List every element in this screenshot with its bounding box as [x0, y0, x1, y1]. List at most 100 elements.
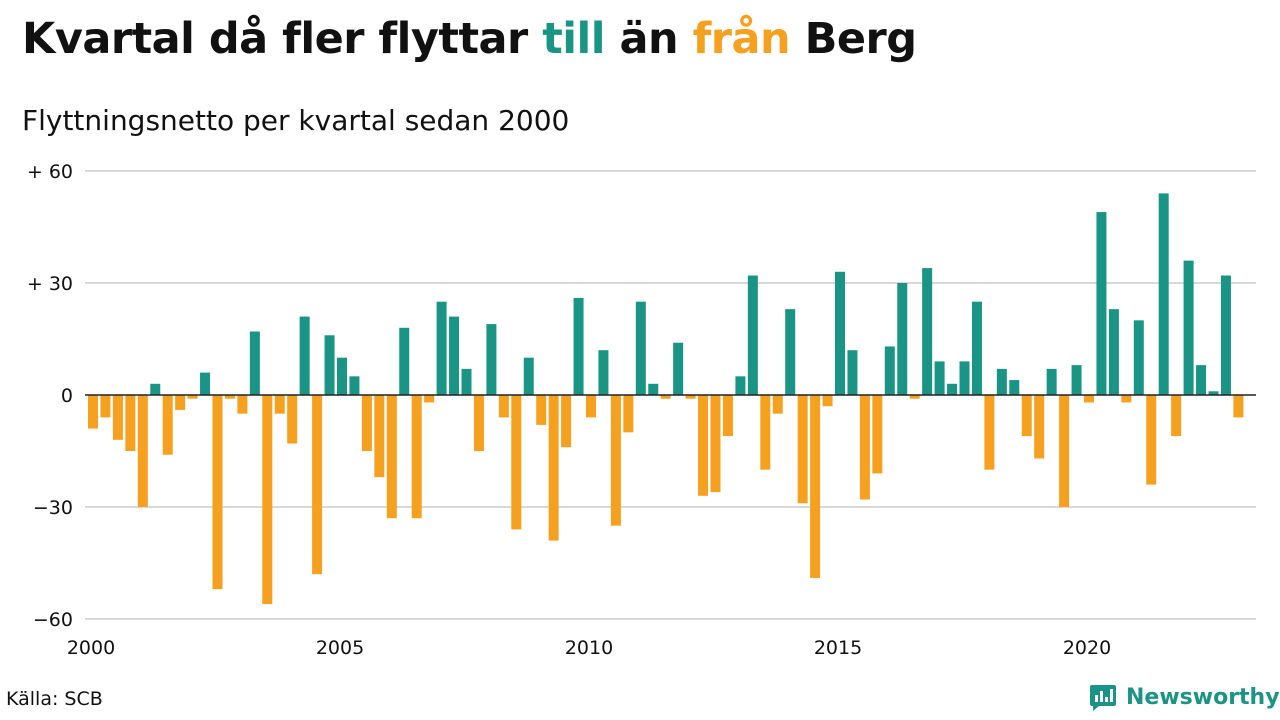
bar-2020-K4 — [1121, 395, 1132, 403]
bar-2001-K2 — [150, 383, 161, 395]
bar-2015-K4 — [872, 395, 883, 474]
bar-2011-K1 — [635, 301, 646, 395]
bar-2019-K4 — [1071, 365, 1082, 395]
bar-2004-K1 — [287, 395, 298, 444]
bar-2011-K4 — [673, 342, 684, 395]
bar-2005-K4 — [374, 395, 385, 478]
bar-2022-K2 — [1196, 365, 1207, 395]
newsworthy-logo-icon — [1090, 685, 1116, 711]
bar-2013-K1 — [735, 376, 746, 395]
bar-2012-K1 — [685, 395, 696, 399]
bar-2009-K3 — [561, 395, 572, 448]
bar-2021-K4 — [1171, 395, 1182, 437]
bar-2017-K4 — [971, 301, 982, 395]
bar-2011-K3 — [660, 395, 671, 399]
bar-2013-K2 — [747, 275, 758, 395]
bar-2003-K2 — [249, 331, 260, 395]
bar-2006-K1 — [386, 395, 397, 519]
bar-2010-K1 — [586, 395, 596, 418]
bar-2001-K1 — [137, 395, 148, 507]
y-tick-label: −30 — [33, 497, 73, 519]
title-post: Berg — [790, 14, 917, 64]
bar-2017-K1 — [934, 361, 945, 395]
bar-2011-K2 — [648, 383, 659, 395]
bar-2016-K1 — [884, 346, 895, 395]
source-note: Källa: SCB — [6, 688, 103, 710]
bar-2013-K3 — [760, 395, 771, 470]
bar-2007-K4 — [473, 395, 484, 451]
bar-2019-K3 — [1059, 395, 1070, 507]
bar-2006-K4 — [424, 395, 435, 403]
bar-2007-K3 — [461, 368, 472, 395]
bar-2007-K1 — [436, 301, 447, 395]
bar-2010-K2 — [598, 350, 609, 395]
bar-2008-K1 — [486, 324, 497, 395]
bar-2006-K3 — [411, 395, 422, 519]
bar-2000-K1 — [88, 395, 98, 429]
bar-2002-K3 — [212, 395, 223, 590]
bar-2014-K1 — [785, 309, 796, 395]
bar-2002-K2 — [200, 372, 211, 395]
y-tick-label: 0 — [61, 385, 73, 407]
bar-layer — [88, 193, 1244, 605]
bar-2002-K4 — [224, 395, 235, 399]
title-mid: än — [604, 14, 693, 64]
bar-2003-K4 — [274, 395, 285, 414]
bar-2003-K3 — [262, 395, 273, 605]
bar-2000-K2 — [100, 395, 111, 418]
bar-2016-K2 — [897, 283, 908, 395]
bar-2018-K1 — [984, 395, 995, 470]
bar-2022-K3 — [1208, 391, 1219, 395]
bar-2020-K1 — [1084, 395, 1094, 403]
bar-2003-K1 — [237, 395, 248, 414]
bar-2009-K1 — [536, 395, 547, 425]
bar-2021-K2 — [1146, 395, 1157, 485]
brand-name: Newsworthy — [1126, 684, 1280, 710]
bar-2019-K1 — [1034, 395, 1045, 459]
bar-2018-K2 — [996, 368, 1007, 395]
bar-2006-K2 — [399, 327, 410, 395]
bar-2000-K3 — [112, 395, 123, 440]
bar-2014-K2 — [797, 395, 808, 504]
bar-2009-K4 — [573, 297, 584, 395]
bar-2018-K3 — [1009, 380, 1020, 395]
bar-2005-K3 — [361, 395, 372, 451]
bar-2002-K1 — [187, 395, 198, 399]
bar-2008-K4 — [523, 357, 534, 395]
bar-2005-K1 — [337, 357, 347, 395]
bar-2016-K3 — [909, 395, 920, 399]
chart-title: Kvartal då fler flyttar till än från Ber… — [22, 14, 917, 64]
bar-2008-K2 — [498, 395, 509, 418]
axis-layer: + 60 + 30 0 −30 −60 2000 2005 2010 2015 2020 — [27, 161, 1256, 659]
bar-2021-K1 — [1133, 320, 1144, 395]
bar-2013-K4 — [772, 395, 783, 414]
bar-2017-K2 — [947, 383, 958, 395]
x-tick-label: 2000 — [67, 637, 115, 659]
bar-2015-K2 — [847, 350, 858, 395]
bar-2014-K4 — [822, 395, 833, 407]
y-tick-label: −60 — [33, 609, 73, 631]
bar-2020-K3 — [1108, 309, 1119, 395]
bar-2021-K3 — [1158, 193, 1169, 395]
title-to-highlight: till — [542, 14, 605, 64]
bar-2022-K1 — [1183, 260, 1194, 395]
title-pre: Kvartal då fler flyttar — [22, 14, 543, 64]
bar-2016-K4 — [922, 268, 933, 395]
brand-logo: Newsworthy — [1088, 682, 1280, 712]
bar-2004-K2 — [299, 316, 310, 395]
y-tick-label: + 30 — [27, 273, 73, 295]
bar-2012-K4 — [722, 395, 733, 437]
bar-2010-K4 — [623, 395, 634, 433]
bar-2023-K1 — [1233, 395, 1244, 418]
bar-2012-K2 — [698, 395, 709, 496]
bar-2004-K3 — [312, 395, 323, 575]
x-tick-label: 2020 — [1063, 637, 1111, 659]
bar-2005-K2 — [349, 376, 360, 395]
chart-subtitle: Flyttningsnetto per kvartal sedan 2000 — [22, 104, 570, 137]
x-tick-label: 2005 — [316, 637, 364, 659]
bar-2004-K4 — [324, 335, 335, 395]
bar-2009-K2 — [548, 395, 559, 541]
bar-2001-K4 — [175, 395, 186, 410]
bar-2015-K3 — [859, 395, 870, 500]
